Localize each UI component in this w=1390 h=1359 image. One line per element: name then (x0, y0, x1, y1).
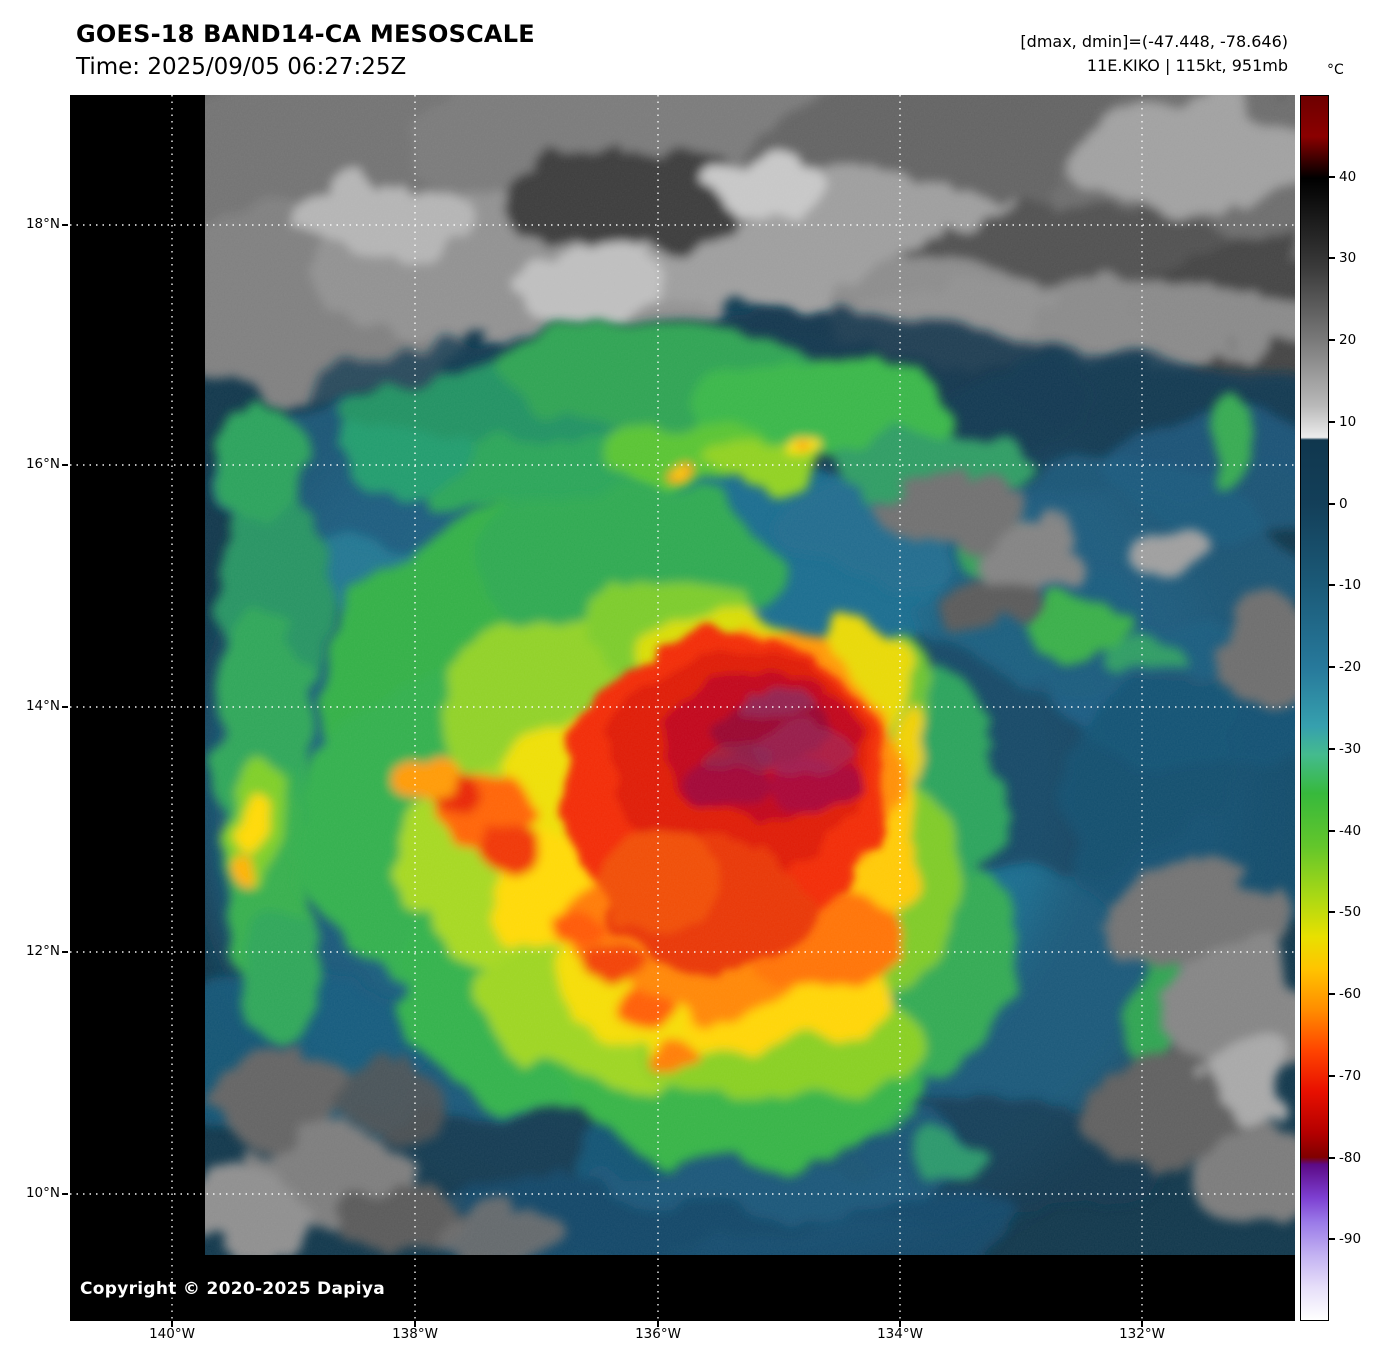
colorbar-tick-mark (1329, 1157, 1335, 1159)
colorbar-tick-mark (1329, 421, 1335, 423)
image-grain (205, 95, 1295, 1255)
colorbar-tick-mark (1329, 584, 1335, 586)
temperature-colorbar (1300, 95, 1329, 1321)
colorbar-tick-label: 0 (1339, 496, 1348, 512)
colorbar-tick: 40 (1329, 169, 1356, 185)
lon-tick-mark (1141, 1321, 1143, 1327)
colorbar-tick: -30 (1329, 741, 1361, 757)
colorbar-tick: -40 (1329, 823, 1361, 839)
colorbar-tick: 10 (1329, 414, 1356, 430)
colorbar-tick-mark (1329, 830, 1335, 832)
colorbar-tick: 0 (1329, 496, 1348, 512)
lat-tick-mark (62, 464, 68, 466)
colorbar-tick-label: -80 (1339, 1150, 1362, 1166)
storm-info-label: 11E.KIKO | 115kt, 951mb (1086, 56, 1288, 75)
colorbar-tick-label: -20 (1339, 659, 1362, 675)
colorbar-tick-label: -10 (1339, 577, 1362, 593)
colorbar-tick-label: 30 (1339, 250, 1357, 266)
colorbar-tick: 30 (1329, 250, 1356, 266)
colorbar-tick: -10 (1329, 577, 1361, 593)
dmax-dmin-readout: [dmax, dmin]=(-47.448, -78.646) (1020, 32, 1288, 51)
celsius-unit-label: °C (1327, 62, 1344, 78)
colorbar-tick-mark (1329, 748, 1335, 750)
colorbar-tick-mark (1329, 911, 1335, 913)
colorbar-tick: -80 (1329, 1150, 1361, 1166)
lon-tick-mark (899, 1321, 901, 1327)
colorbar-tick-label: -50 (1339, 904, 1362, 920)
colorbar-tick: 20 (1329, 332, 1356, 348)
bottom-data-edge-mask (70, 1255, 1295, 1321)
lon-label-134w: 134°W (877, 1326, 923, 1342)
colorbar-tick: -70 (1329, 1068, 1361, 1084)
colorbar-tick-mark (1329, 257, 1335, 259)
colorbar-tick: -20 (1329, 659, 1361, 675)
lon-tick-mark (414, 1321, 416, 1327)
colorbar-tick-label: -40 (1339, 823, 1362, 839)
lat-label-14n: 14°N (25, 698, 60, 714)
colorbar-tick-mark (1329, 666, 1335, 668)
colorbar-tick-label: -30 (1339, 741, 1362, 757)
lon-label-132w: 132°W (1119, 1326, 1165, 1342)
colorbar-tick-mark (1329, 176, 1335, 178)
lon-label-138w: 138°W (392, 1326, 438, 1342)
colorbar-tick-label: 40 (1339, 169, 1357, 185)
satellite-plot: Copyright © 2020-2025 Dapiya (70, 95, 1295, 1321)
copyright-label: Copyright © 2020-2025 Dapiya (80, 1279, 385, 1299)
colorbar-tick: -60 (1329, 986, 1361, 1002)
colorbar-tick-mark (1329, 1075, 1335, 1077)
lat-label-16n: 16°N (25, 456, 60, 472)
gridlines (70, 95, 1295, 1321)
lon-label-140w: 140°W (149, 1326, 195, 1342)
colorbar-tick-mark (1329, 503, 1335, 505)
lon-label-136w: 136°W (635, 1326, 681, 1342)
colorbar-tick: -50 (1329, 904, 1361, 920)
lat-label-12n: 12°N (25, 943, 60, 959)
figure-title: GOES-18 BAND14-CA MESOSCALE (76, 20, 535, 48)
colorbar-tick-label: 10 (1339, 414, 1357, 430)
lat-label-18n: 18°N (25, 216, 60, 232)
colorbar-tick: -90 (1329, 1231, 1361, 1247)
colorbar-tick-label: -90 (1339, 1231, 1362, 1247)
left-data-edge-mask (70, 95, 205, 1321)
satellite-imagery (70, 95, 1295, 1321)
lat-tick-mark (62, 224, 68, 226)
colorbar-tick-mark (1329, 993, 1335, 995)
colorbar-tick-label: 20 (1339, 332, 1357, 348)
lat-label-10n: 10°N (25, 1185, 60, 1201)
lat-tick-mark (62, 951, 68, 953)
lon-tick-mark (657, 1321, 659, 1327)
colorbar-tick-mark (1329, 1238, 1335, 1240)
lat-tick-mark (62, 1193, 68, 1195)
lat-tick-mark (62, 706, 68, 708)
lon-tick-mark (171, 1321, 173, 1327)
colorbar-tick-label: -60 (1339, 986, 1362, 1002)
colorbar-tick-mark (1329, 339, 1335, 341)
colorbar-tick-label: -70 (1339, 1068, 1362, 1084)
timestamp-label: Time: 2025/09/05 06:27:25Z (76, 54, 407, 80)
